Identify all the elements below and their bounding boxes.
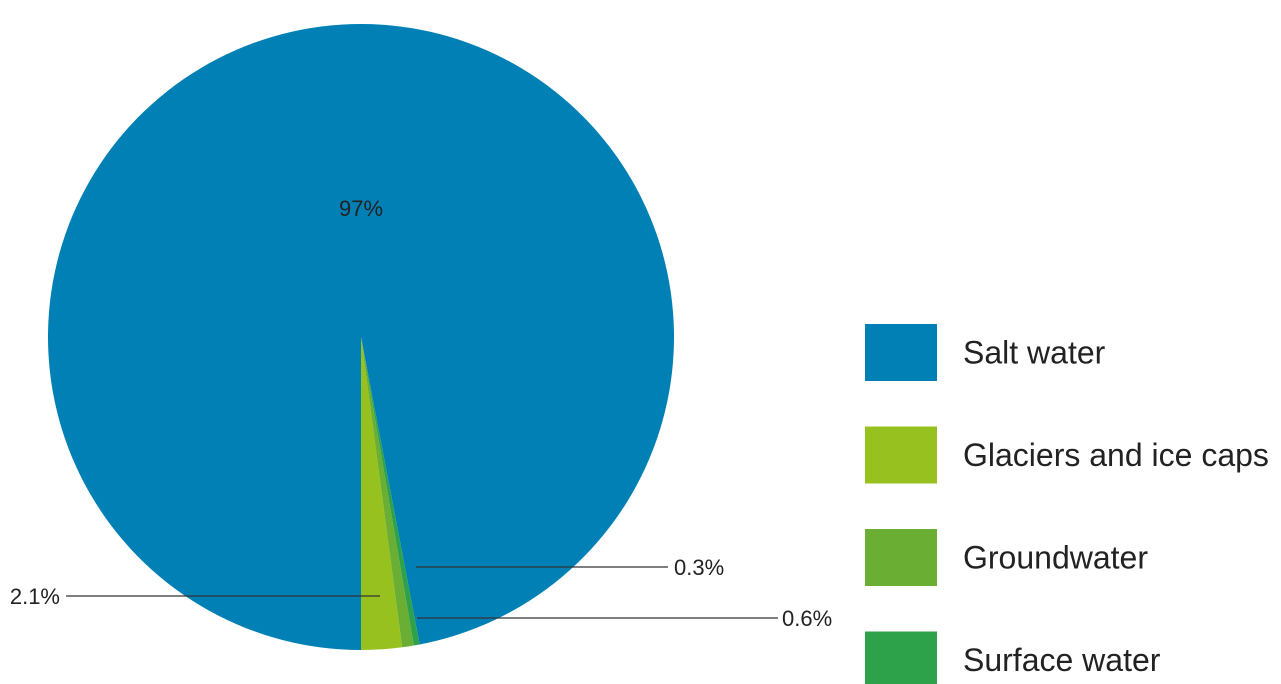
- slice-labels: 97% 2.1% 0.6% 0.3%: [10, 196, 832, 631]
- legend-swatch-surface-water: [865, 631, 937, 684]
- slice-groundwater: [361, 337, 414, 648]
- legend: Salt water Glaciers and ice caps Groundwat…: [865, 324, 1269, 684]
- slice-glaciers-and-ice-caps: [361, 337, 403, 650]
- slice-label-salt-water: 97%: [339, 196, 383, 221]
- slice-label-glaciers-and-ice-caps: 2.1%: [10, 584, 60, 609]
- leader-lines: [66, 566, 778, 619]
- slice-salt-water: [47, 24, 674, 650]
- legend-label-surface-water: Surface water: [963, 642, 1161, 678]
- slice-surface-water: [361, 337, 420, 646]
- legend-label-salt-water: Salt water: [963, 335, 1106, 371]
- slice-label-surface-water: 0.3%: [674, 555, 724, 580]
- pie-slices: [47, 24, 674, 650]
- legend-label-glaciers-and-ice-caps: Glaciers and ice caps: [963, 437, 1269, 473]
- slice-label-groundwater: 0.6%: [782, 606, 832, 631]
- legend-swatch-groundwater: [865, 529, 937, 586]
- legend-label-groundwater: Groundwater: [963, 540, 1148, 576]
- legend-swatch-glaciers-and-ice-caps: [865, 426, 937, 484]
- legend-swatch-salt-water: [865, 324, 937, 381]
